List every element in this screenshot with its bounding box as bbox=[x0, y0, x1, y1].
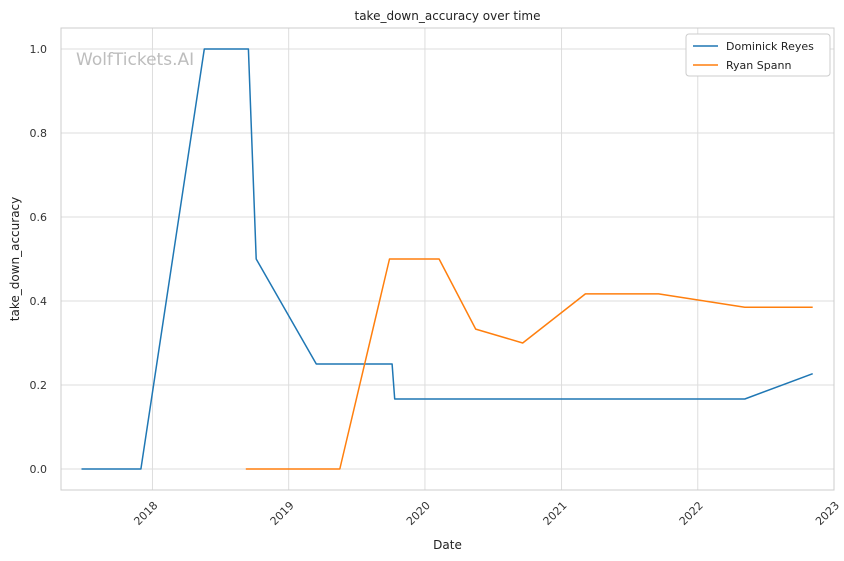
plot-frame bbox=[60, 27, 835, 491]
y-tick-label: 0.0 bbox=[30, 463, 48, 476]
x-tick-label: 2020 bbox=[404, 499, 433, 528]
legend-entry-0: Dominick Reyes bbox=[726, 40, 814, 53]
x-tick-label: 2019 bbox=[268, 499, 297, 528]
x-axis-ticks: 2018 2019 2020 2021 2022 2023 bbox=[131, 499, 842, 528]
legend: Dominick Reyes Ryan Spann bbox=[685, 33, 831, 77]
y-tick-label: 0.2 bbox=[30, 379, 48, 392]
x-tick-label: 2021 bbox=[541, 499, 570, 528]
watermark: WolfTickets.AI bbox=[76, 50, 194, 70]
x-tick-label: 2023 bbox=[813, 499, 842, 528]
x-tick-label: 2018 bbox=[131, 499, 160, 528]
chart-title: take_down_accuracy over time bbox=[355, 9, 541, 23]
series-line-1 bbox=[245, 258, 813, 470]
legend-entry-1: Ryan Spann bbox=[726, 59, 791, 72]
gridlines bbox=[61, 28, 835, 490]
legend-box bbox=[685, 33, 831, 77]
x-axis-label: Date bbox=[433, 538, 462, 552]
series-lines bbox=[81, 48, 813, 470]
x-tick-label: 2022 bbox=[677, 499, 706, 528]
y-tick-label: 1.0 bbox=[30, 43, 48, 56]
series-line-0 bbox=[81, 48, 813, 470]
y-axis-label: take_down_accuracy bbox=[8, 197, 22, 321]
y-tick-label: 0.6 bbox=[30, 211, 48, 224]
y-tick-label: 0.4 bbox=[30, 295, 48, 308]
y-tick-label: 0.8 bbox=[30, 127, 48, 140]
y-axis-ticks: 0.0 0.2 0.4 0.6 0.8 1.0 bbox=[30, 43, 48, 476]
